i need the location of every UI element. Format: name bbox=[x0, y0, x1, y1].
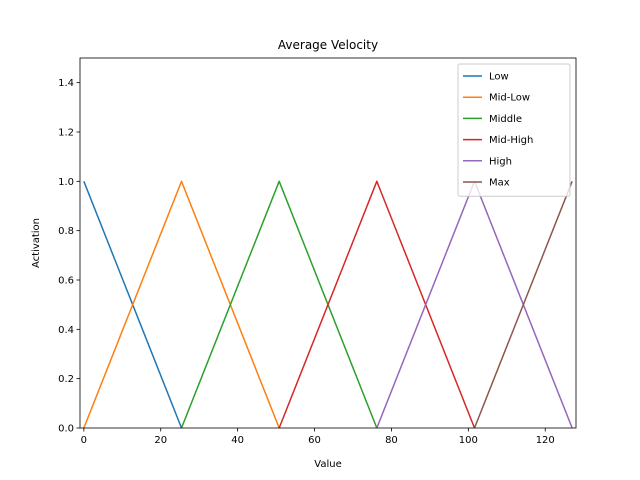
x-tick-label: 40 bbox=[231, 435, 244, 446]
legend-label-0: Low bbox=[489, 72, 509, 83]
x-tick-label: 120 bbox=[536, 435, 555, 446]
legend: Low Mid-Low Middle Mid-High High Max bbox=[457, 63, 571, 197]
y-tick-label: 0.4 bbox=[58, 325, 74, 336]
legend-box bbox=[457, 63, 571, 197]
x-tick-label: 20 bbox=[154, 435, 167, 446]
x-axis-label: Value bbox=[314, 459, 341, 470]
y-tick-label: 1.0 bbox=[58, 177, 74, 188]
x-tick-label: 80 bbox=[385, 435, 398, 446]
y-tick-label: 1.2 bbox=[58, 128, 74, 139]
axes-frame bbox=[79, 57, 577, 429]
y-tick-label: 0.0 bbox=[58, 424, 74, 435]
y-axis-label: Activation bbox=[31, 218, 42, 268]
series-line-3 bbox=[278, 180, 476, 429]
x-tick-label: 100 bbox=[459, 435, 478, 446]
y-tick-label: 0.8 bbox=[58, 226, 74, 237]
legend-label-4: High bbox=[489, 156, 512, 167]
series-line-2 bbox=[180, 180, 378, 429]
series-layer bbox=[83, 180, 573, 429]
tick-layer: 0 20 40 60 80 100 120 0.0 0.2 0.4 0.6 0.8 1.0 1.2 1.4 bbox=[58, 78, 555, 446]
legend-label-1: Mid-Low bbox=[489, 93, 530, 104]
legend-label-3: Mid-High bbox=[489, 135, 533, 146]
y-tick-label: 0.2 bbox=[58, 374, 74, 385]
chart-title: Average Velocity bbox=[278, 38, 378, 52]
y-tick-label: 1.4 bbox=[58, 78, 74, 89]
series-line-5 bbox=[473, 181, 573, 429]
legend-label-2: Middle bbox=[489, 114, 522, 125]
axes-layer bbox=[79, 57, 577, 429]
series-line-1 bbox=[83, 180, 280, 429]
legend-label-5: Max bbox=[489, 178, 510, 189]
x-tick-label: 0 bbox=[81, 435, 87, 446]
x-tick-label: 60 bbox=[308, 435, 321, 446]
y-tick-label: 0.6 bbox=[58, 276, 74, 287]
